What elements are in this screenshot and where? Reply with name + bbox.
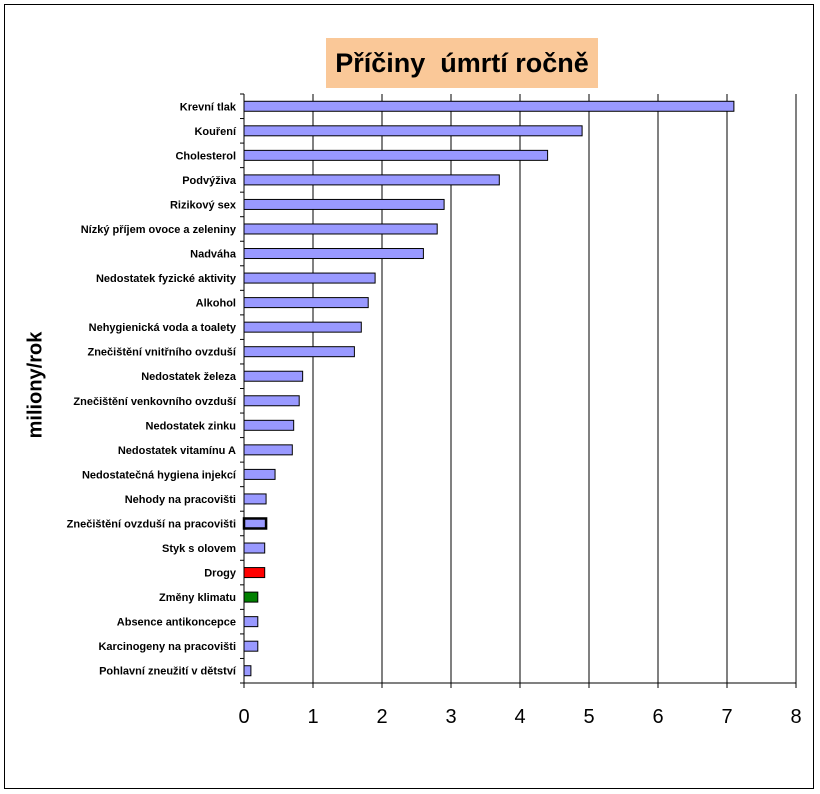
bar [243,567,266,579]
x-tick-label: 0 [238,706,249,728]
bar [243,542,266,554]
category-label: Nadváha [190,249,237,261]
category-label: Nedostatek vitamínu A [118,445,236,457]
bar [243,665,252,677]
category-label: Nehygienická voda a toalety [89,322,237,334]
x-tick-label: 1 [307,706,318,728]
bar [242,517,268,530]
bar [243,370,304,382]
axes [240,93,797,688]
bar [243,419,295,431]
bar [243,321,362,333]
category-label: Nedostatek fyzické aktivity [96,273,237,285]
bar [243,297,369,309]
bar [243,149,549,161]
category-labels: Krevní tlak Kouření Cholesterol Podvýživa Ri… [67,101,237,677]
category-label: Nedostatečná hygiena injekcí [82,469,237,481]
x-tick-label: 7 [721,706,732,728]
grid-lines [312,94,797,683]
bars [242,100,735,677]
bar [243,198,445,210]
category-label: Nedostatek zinku [146,420,236,432]
bar [243,640,259,652]
bar [243,444,293,456]
category-label: Drogy [204,568,237,580]
category-label: Změny klimatu [159,592,236,604]
bar [243,248,424,260]
x-tick-label: 2 [376,706,387,728]
bar [243,395,300,407]
x-tick-labels: 0 1 2 3 4 5 6 7 8 [238,706,801,728]
x-tick-label: 5 [583,706,594,728]
category-label: Karcinogeny na pracovišti [98,641,236,653]
x-tick-label: 3 [445,706,456,728]
category-label: Nízký příjem ovoce a zeleniny [81,224,237,236]
chart-title: Příčiny úmrtí ročně [335,47,589,78]
category-label: Znečištění vnitřního ovzduší [87,347,236,359]
category-label: Kouření [194,126,237,138]
bar [243,125,583,137]
category-label: Pohlavní zneužití v dětství [99,666,237,678]
category-label: Absence antikoncepce [117,617,236,629]
category-label: Nehody na pracovišti [125,494,236,506]
category-label: Krevní tlak [180,101,237,113]
category-label: Rizikový sex [170,199,237,211]
bar [243,591,259,603]
x-tick-label: 4 [514,706,525,728]
bar [243,174,500,186]
category-label: Alkohol [196,298,236,310]
x-tick-label: 8 [790,706,801,728]
bar [243,272,376,284]
bar [243,346,355,358]
category-label: Znečištění venkovního ovzduší [73,396,237,408]
category-label: Cholesterol [175,150,236,162]
chart-title-box: Příčiny úmrtí ročně [326,38,598,88]
bar [243,493,267,505]
bar [243,100,735,112]
category-label: Nedostatek železa [141,371,237,383]
category-label: Podvýživa [182,175,237,187]
bar [243,616,259,628]
bar [243,223,438,235]
x-tick-label: 6 [652,706,663,728]
category-label: Styk s olovem [162,543,236,555]
bar [243,468,276,480]
category-label: Znečištění ovzduší na pracovišti [67,518,236,530]
